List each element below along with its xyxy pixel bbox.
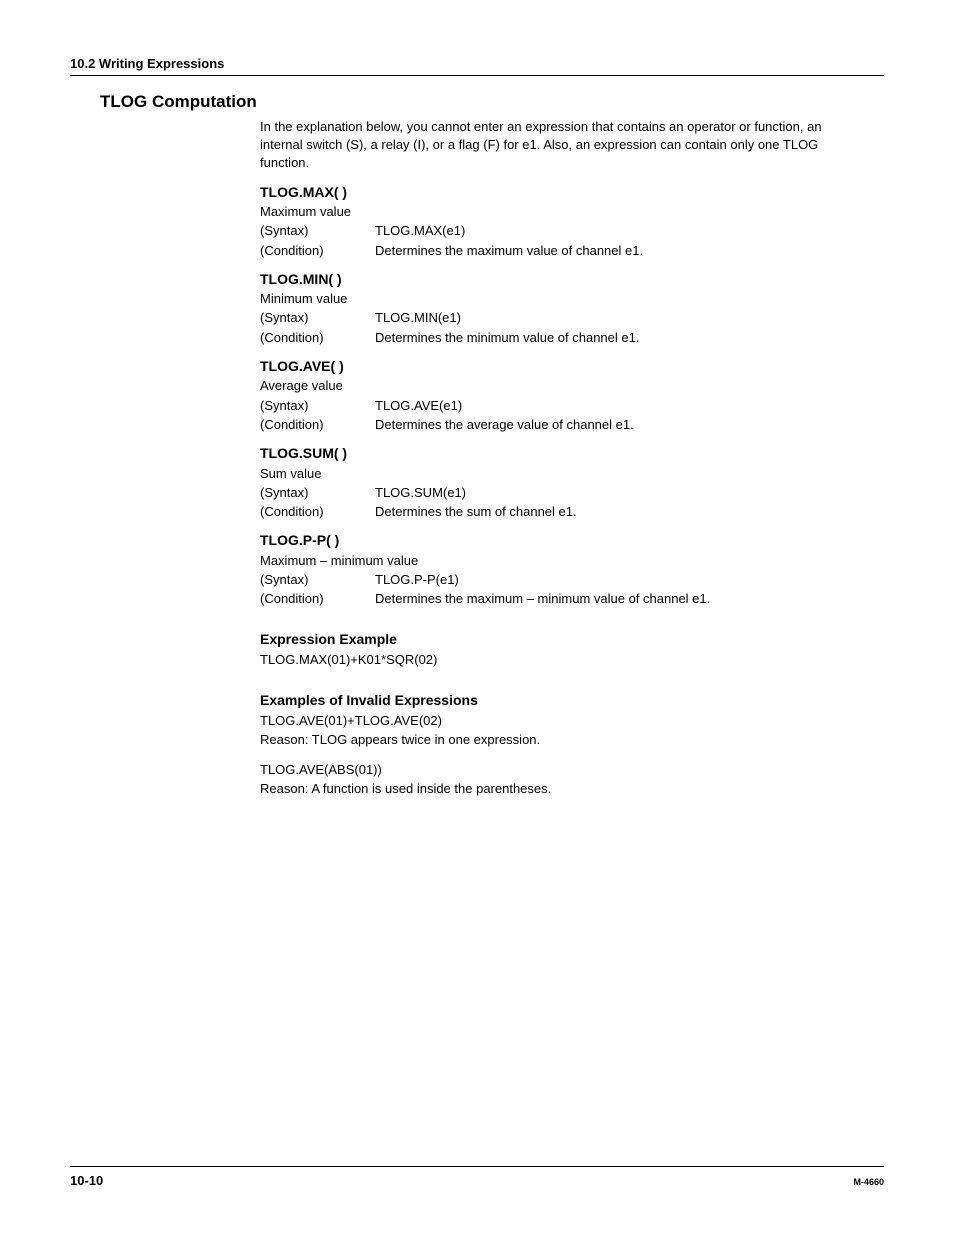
syntax-value: TLOG.AVE(e1) [375,397,864,415]
condition-row: (Condition) Determines the minimum value… [260,329,864,347]
condition-row: (Condition) Determines the average value… [260,416,864,434]
syntax-value: TLOG.SUM(e1) [375,484,864,502]
invalid-example-reason: Reason: A function is used inside the pa… [260,780,864,798]
intro-paragraph: In the explanation below, you cannot ent… [260,118,864,173]
condition-row: (Condition) Determines the sum of channe… [260,503,864,521]
function-block: TLOG.P-P( ) Maximum – minimum value (Syn… [260,531,864,608]
page-header: 10.2 Writing Expressions [70,55,884,76]
syntax-row: (Syntax) TLOG.SUM(e1) [260,484,864,502]
syntax-row: (Syntax) TLOG.P-P(e1) [260,571,864,589]
function-block: TLOG.AVE( ) Average value (Syntax) TLOG.… [260,357,864,434]
syntax-label: (Syntax) [260,571,375,589]
main-heading: TLOG Computation [100,90,884,114]
condition-value: Determines the sum of channel e1. [375,503,864,521]
expression-example-text: TLOG.MAX(01)+K01*SQR(02) [260,651,864,669]
condition-value: Determines the minimum value of channel … [375,329,864,347]
syntax-row: (Syntax) TLOG.MIN(e1) [260,309,864,327]
function-title: TLOG.MAX( ) [260,183,864,203]
condition-value: Determines the average value of channel … [375,416,864,434]
syntax-label: (Syntax) [260,484,375,502]
condition-label: (Condition) [260,242,375,260]
syntax-value: TLOG.MIN(e1) [375,309,864,327]
syntax-row: (Syntax) TLOG.MAX(e1) [260,222,864,240]
invalid-example-reason: Reason: TLOG appears twice in one expres… [260,731,864,749]
condition-value: Determines the maximum – minimum value o… [375,590,864,608]
expression-example-heading: Expression Example [260,630,864,650]
section-number: 10.2 Writing Expressions [70,56,224,71]
condition-row: (Condition) Determines the maximum – min… [260,590,864,608]
function-description: Maximum value [260,203,864,221]
function-block: TLOG.SUM( ) Sum value (Syntax) TLOG.SUM(… [260,444,864,521]
page-number: 10-10 [70,1172,103,1190]
condition-label: (Condition) [260,503,375,521]
body-content: In the explanation below, you cannot ent… [260,118,864,798]
invalid-examples-heading: Examples of Invalid Expressions [260,691,864,711]
syntax-value: TLOG.P-P(e1) [375,571,864,589]
syntax-label: (Syntax) [260,397,375,415]
condition-label: (Condition) [260,329,375,347]
function-title: TLOG.P-P( ) [260,531,864,551]
syntax-label: (Syntax) [260,309,375,327]
condition-row: (Condition) Determines the maximum value… [260,242,864,260]
function-block: TLOG.MAX( ) Maximum value (Syntax) TLOG.… [260,183,864,260]
function-title: TLOG.SUM( ) [260,444,864,464]
page-footer: 10-10 M-4660 [70,1166,884,1190]
function-title: TLOG.AVE( ) [260,357,864,377]
syntax-label: (Syntax) [260,222,375,240]
function-title: TLOG.MIN( ) [260,270,864,290]
syntax-row: (Syntax) TLOG.AVE(e1) [260,397,864,415]
function-description: Average value [260,377,864,395]
condition-value: Determines the maximum value of channel … [375,242,864,260]
condition-label: (Condition) [260,416,375,434]
invalid-example-block: TLOG.AVE(ABS(01)) Reason: A function is … [260,761,864,798]
invalid-example-text: TLOG.AVE(ABS(01)) [260,761,864,779]
function-description: Maximum – minimum value [260,552,864,570]
invalid-example-text: TLOG.AVE(01)+TLOG.AVE(02) [260,712,864,730]
document-id: M-4660 [853,1176,884,1189]
syntax-value: TLOG.MAX(e1) [375,222,864,240]
function-description: Minimum value [260,290,864,308]
function-description: Sum value [260,465,864,483]
function-block: TLOG.MIN( ) Minimum value (Syntax) TLOG.… [260,270,864,347]
condition-label: (Condition) [260,590,375,608]
